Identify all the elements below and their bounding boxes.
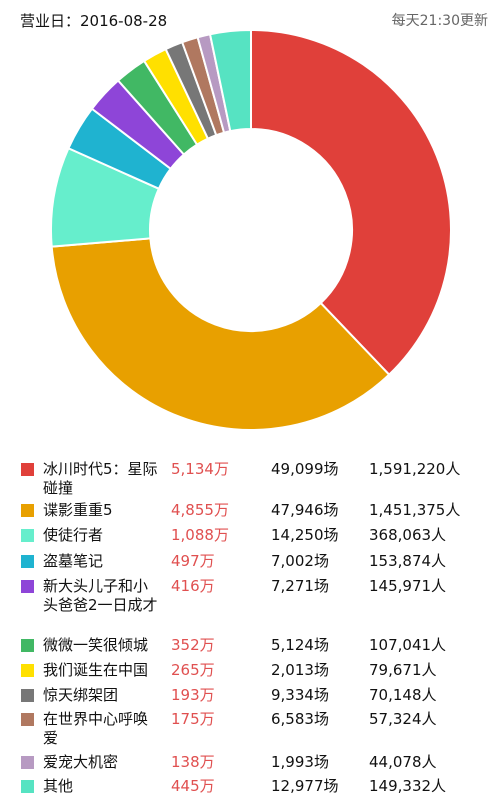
donut-slice[interactable] xyxy=(250,28,452,377)
audience-count: 145,971人 xyxy=(369,577,447,595)
box-office-value: 445万 xyxy=(171,777,215,795)
movie-name: 谍影重重5 xyxy=(43,501,113,519)
donut-slice[interactable] xyxy=(50,237,391,431)
movie-name: 新大头儿子和小头爸爸2一日成才 xyxy=(43,577,158,614)
box-office-value: 265万 xyxy=(171,661,215,679)
movie-name: 冰川时代5：星际碰撞 xyxy=(43,460,158,497)
shows-count: 49,099场 xyxy=(271,460,339,478)
box-office-value: 352万 xyxy=(171,636,215,654)
box-office-value: 175万 xyxy=(171,710,215,728)
box-office-value: 4,855万 xyxy=(171,501,229,519)
shows-count: 47,946场 xyxy=(271,501,339,519)
audience-count: 44,078人 xyxy=(369,753,437,771)
movie-name: 在世界中心呼唤爱 xyxy=(43,710,149,747)
audience-count: 57,324人 xyxy=(369,710,437,728)
legend-swatch xyxy=(21,689,34,702)
audience-count: 1,591,220人 xyxy=(369,460,461,478)
update-time: 每天21:30更新 xyxy=(391,13,488,29)
shows-count: 2,013场 xyxy=(271,661,329,679)
audience-count: 153,874人 xyxy=(369,552,447,570)
box-office-value: 416万 xyxy=(171,577,215,595)
shows-count: 12,977场 xyxy=(271,777,339,795)
business-date: 营业日：2016-08-28 xyxy=(20,12,168,30)
movie-name: 爱宠大机密 xyxy=(43,753,119,771)
box-office-value: 138万 xyxy=(171,753,215,771)
header: 营业日：2016-08-28 每天21:30更新 xyxy=(0,0,502,36)
movie-name: 其他 xyxy=(43,777,74,795)
box-office-donut-chart xyxy=(50,28,452,431)
box-office-value: 193万 xyxy=(171,686,215,704)
legend-swatch xyxy=(21,555,34,568)
shows-count: 7,002场 xyxy=(271,552,329,570)
audience-count: 79,671人 xyxy=(369,661,437,679)
movie-name: 使徒行者 xyxy=(43,526,104,544)
legend-swatch xyxy=(21,529,34,542)
donut-slice[interactable] xyxy=(208,28,252,133)
legend-swatch xyxy=(21,664,34,677)
shows-count: 6,583场 xyxy=(271,710,329,728)
box-office-value: 497万 xyxy=(171,552,215,570)
legend-swatch xyxy=(21,580,34,593)
box-office-value: 5,134万 xyxy=(171,460,229,478)
legend-swatch xyxy=(21,639,34,652)
audience-count: 1,451,375人 xyxy=(369,501,461,519)
legend-swatch xyxy=(21,756,34,769)
legend-swatch xyxy=(21,780,34,793)
audience-count: 149,332人 xyxy=(369,777,447,795)
shows-count: 1,993场 xyxy=(271,753,329,771)
movie-name: 惊天绑架团 xyxy=(43,686,119,704)
audience-count: 368,063人 xyxy=(369,526,447,544)
legend-swatch xyxy=(21,713,34,726)
legend-swatch xyxy=(21,504,34,517)
movie-name: 微微一笑很倾城 xyxy=(43,636,149,654)
audience-count: 107,041人 xyxy=(369,636,447,654)
box-office-value: 1,088万 xyxy=(171,526,229,544)
shows-count: 7,271场 xyxy=(271,577,329,595)
shows-count: 14,250场 xyxy=(271,526,339,544)
movie-name: 我们诞生在中国 xyxy=(43,661,149,679)
legend-swatch xyxy=(21,463,34,476)
audience-count: 70,148人 xyxy=(369,686,437,704)
shows-count: 9,334场 xyxy=(271,686,329,704)
movie-name: 盗墓笔记 xyxy=(43,552,104,570)
shows-count: 5,124场 xyxy=(271,636,329,654)
